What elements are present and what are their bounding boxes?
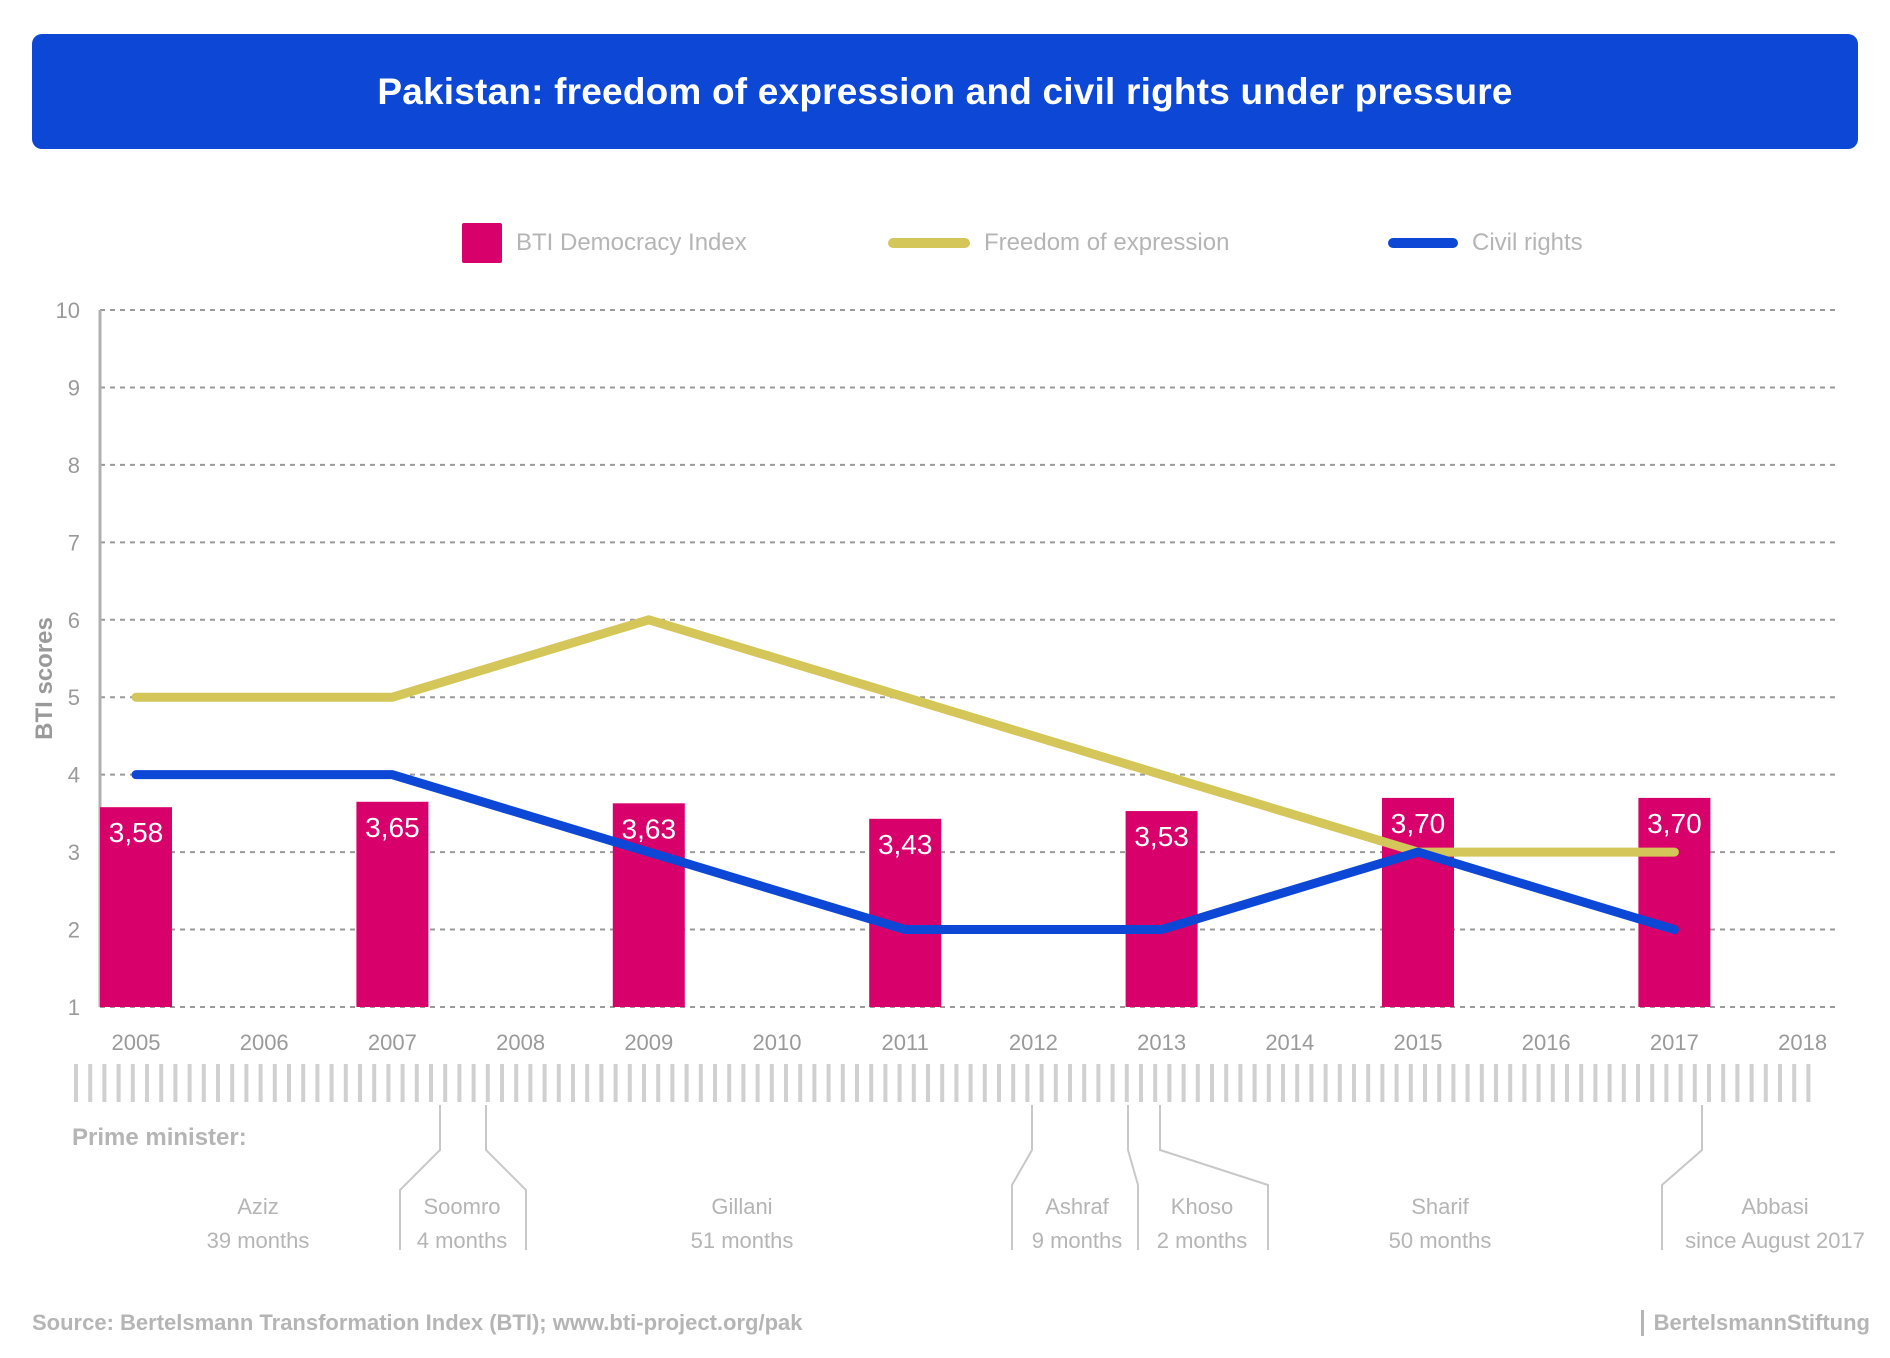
x-tick-label: 2013 [1137,1030,1186,1055]
legend-item-freedom-of-expression: Freedom of expression [888,218,1229,268]
x-tick-label: 2008 [496,1030,545,1055]
x-tick-label: 2006 [240,1030,289,1055]
prime-minister-term: 51 months [690,1228,794,1253]
y-axis-label: BTI scores [31,617,58,740]
legend-swatch-democracy-index [462,223,502,263]
x-tick-label: 2007 [368,1030,417,1055]
bar-value-label: 3,65 [365,812,420,843]
prime-minister-name: Sharif [1411,1194,1469,1219]
bar-value-label: 3,53 [1134,821,1189,852]
y-tick-label: 7 [68,530,80,555]
prime-minister-term: since August 2017 [1685,1228,1865,1253]
x-tick-label: 2018 [1778,1030,1827,1055]
legend-label-civil-rights: Civil rights [1472,229,1583,256]
y-tick-label: 8 [68,453,80,478]
y-tick-label: 5 [68,685,80,710]
x-tick-label: 2010 [753,1030,802,1055]
y-tick-label: 9 [68,375,80,400]
prime-minister-entry: Khoso 2 months [1157,1190,1248,1258]
x-tick-label: 2011 [882,1030,929,1055]
prime-minister-term: 50 months [1388,1228,1492,1253]
prime-minister-name: Abbasi [1741,1194,1809,1219]
prime-minister-term: 9 months [1031,1228,1123,1253]
x-tick-label: 2015 [1394,1030,1443,1055]
x-tick-label: 2017 [1650,1030,1699,1055]
term-connector [1159,1105,1269,1250]
bar-value-label: 3,70 [1647,808,1702,839]
prime-minister-term: 2 months [1156,1228,1248,1253]
term-connector [1011,1105,1033,1250]
bar-value-label: 3,63 [622,813,677,844]
y-tick-label: 4 [68,763,80,788]
legend-swatch-civil-rights [1388,238,1458,248]
term-connector [1127,1105,1139,1250]
prime-minister-entry: Gillani 51 months [691,1190,794,1258]
prime-minister-term: 39 months [206,1228,310,1253]
bar-democracy-index [356,801,429,1007]
bar-democracy-index [1382,797,1454,1007]
prime-minister-entry: Abbasi since August 2017 [1685,1190,1865,1258]
bar-value-label: 3,43 [878,829,933,860]
brand-logo-text: BertelsmannStiftung [1640,1310,1870,1336]
y-tick-label: 3 [68,840,80,865]
y-tick-label: 1 [68,995,80,1020]
line-civil-rights [131,770,1679,935]
prime-minister-name: Khoso [1170,1194,1234,1219]
bar-democracy-index [1638,797,1711,1007]
x-tick-label: 2016 [1522,1030,1571,1055]
prime-minister-entry: Soomro 4 months [417,1190,508,1258]
x-tick-label: 2009 [624,1030,673,1055]
prime-minister-name: Aziz [237,1194,279,1219]
y-tick-label: 6 [68,608,80,633]
bar-value-label: 3,58 [109,817,164,848]
legend: BTI Democracy Index Freedom of expressio… [0,218,1890,268]
bar-democracy-index [869,818,942,1007]
y-tick-label: 2 [68,918,80,943]
legend-label-democracy-index: BTI Democracy Index [516,229,747,256]
legend-item-democracy-index: BTI Democracy Index [462,218,747,268]
source-note: Source: Bertelsmann Transformation Index… [32,1310,803,1335]
y-tick-label: 10 [56,298,80,323]
bar-democracy-index [612,803,685,1007]
legend-label-freedom-of-expression: Freedom of expression [984,229,1230,256]
prime-minister-term: 4 months [416,1228,508,1253]
x-tick-label: 2005 [112,1030,161,1055]
chart-title-bar: Pakistan: freedom of expression and civi… [32,34,1858,149]
prime-minister-name: Soomro [423,1194,501,1219]
bar-democracy-index [100,807,172,1007]
chart-title: Pakistan: freedom of expression and civi… [377,70,1513,112]
legend-item-civil-rights: Civil rights [1388,218,1583,268]
term-connector [399,1105,441,1250]
x-tick-label: 2014 [1265,1030,1314,1055]
prime-minister-entry: Ashraf 9 months [1032,1190,1123,1258]
term-connector [1661,1105,1703,1250]
prime-minister-name: Gillani [711,1194,773,1219]
term-connector [485,1105,527,1250]
bar-democracy-index [1125,811,1198,1007]
prime-minister-entry: Aziz 39 months [207,1190,310,1258]
legend-swatch-freedom-of-expression [888,238,970,248]
x-tick-label: 2012 [1009,1030,1058,1055]
prime-minister-heading: Prime minister: [72,1124,247,1151]
prime-minister-entry: Sharif 50 months [1389,1190,1492,1258]
bar-value-label: 3,70 [1391,808,1446,839]
prime-minister-name: Ashraf [1045,1194,1109,1219]
